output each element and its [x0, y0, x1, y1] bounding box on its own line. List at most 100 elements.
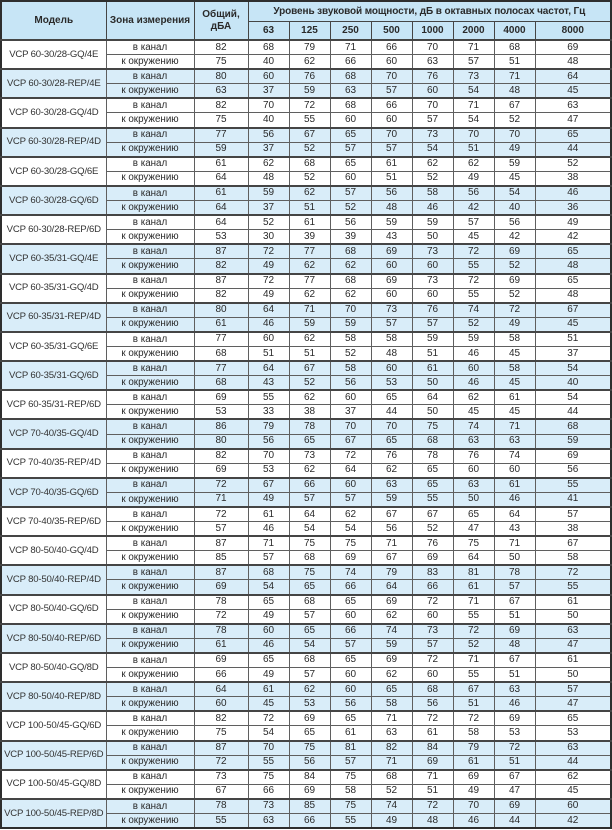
total-dba-cell: 86: [193, 418, 249, 435]
band-level-cell: 48: [534, 54, 612, 70]
model-name: VCP 70-40/35-REP/4D: [0, 447, 107, 479]
table-row: к окружению 64 48 52 60 51 52 49 45 38: [1, 170, 612, 187]
zone-cell: в канал: [105, 797, 195, 814]
band-level-cell: 57: [534, 506, 612, 523]
band-level-cell: 56: [534, 462, 612, 479]
zone-cell: к окружению: [105, 521, 195, 537]
total-dba-cell: 87: [193, 243, 249, 260]
band-level-cell: 58: [534, 550, 612, 566]
band-level-cell: 67: [534, 301, 612, 318]
band-level-cell: 75: [247, 768, 290, 785]
model-name: VCP 70-40/35-GQ/6D: [0, 476, 107, 508]
zone-cell: в канал: [105, 622, 195, 639]
band-level-cell: 62: [288, 258, 331, 274]
total-dba-cell: 87: [193, 535, 249, 552]
band-level-cell: 65: [370, 681, 413, 698]
zone-cell: в канал: [105, 739, 195, 756]
table-row: VCP 60-35/31-GQ/6D в канал 77 64 67 58 60 61 60 5…: [0, 360, 612, 391]
zone-cell: в канал: [105, 243, 195, 260]
band-level-cell: 62: [288, 287, 331, 304]
band-level-cell: 68: [534, 418, 612, 435]
table-row: VCP 100-50/45-REP/8D в канал 78 73 85 75 74 72 7…: [0, 797, 612, 829]
band-level-cell: 69: [534, 39, 612, 56]
band-level-cell: 64: [493, 506, 536, 523]
band-level-cell: 55: [247, 754, 290, 771]
band-level-cell: 52: [329, 345, 372, 362]
band-level-cell: 46: [452, 375, 495, 391]
band-level-cell: 55: [452, 608, 495, 625]
band-level-cell: 56: [247, 433, 290, 450]
band-level-cell: 46: [247, 521, 290, 537]
band-level-cell: 75: [288, 535, 331, 552]
table-row: к окружению 68 51 51 52 48 51 46 45 37: [1, 345, 612, 362]
zone-cell: в канал: [105, 126, 195, 143]
band-level-cell: 47: [534, 637, 612, 654]
band-level-cell: 37: [247, 141, 290, 158]
band-level-cell: 67: [247, 476, 290, 493]
band-level-cell: 62: [452, 155, 495, 172]
band-level-cell: 46: [493, 696, 536, 712]
band-level-cell: 60: [370, 360, 413, 377]
zone-cell: в канал: [105, 301, 195, 318]
band-level-cell: 64: [452, 550, 495, 566]
table-row: VCP 60-35/31-REP/4D в канал 80 64 71 70 73 76 74…: [0, 301, 612, 333]
total-dba-cell: 80: [193, 68, 249, 85]
band-level-cell: 68: [247, 39, 290, 56]
band-level-cell: 75: [452, 535, 495, 552]
band-level-cell: 70: [370, 68, 413, 85]
band-level-cell: 38: [534, 170, 612, 187]
model-name: VCP 60-30/28-REP/6D: [0, 214, 107, 245]
band-level-cell: 69: [493, 797, 536, 814]
model-name: VCP 60-35/31-GQ/4D: [0, 272, 107, 304]
band-level-cell: 72: [411, 651, 454, 669]
total-dba-cell: 82: [193, 39, 249, 56]
band-level-cell: 60: [329, 112, 372, 129]
band-level-cell: 66: [370, 39, 413, 56]
model-name: VCP 60-30/28-GQ/4D: [0, 97, 107, 129]
band-level-cell: 69: [288, 783, 331, 800]
band-level-cell: 62: [288, 184, 331, 202]
band-level-cell: 75: [329, 535, 372, 552]
table-row: VCP 70-40/35-REP/6D в канал 72 61 64 62 67 67 65…: [0, 505, 612, 537]
band-level-cell: 67: [329, 433, 372, 450]
band-level-cell: 68: [288, 593, 331, 610]
band-level-cell: 60: [370, 54, 413, 70]
zone-cell: в канал: [105, 272, 195, 289]
band-level-cell: 45: [493, 345, 536, 362]
band-level-cell: 83: [411, 564, 454, 581]
band-level-cell: 46: [452, 812, 495, 829]
band-level-cell: 85: [288, 797, 331, 814]
band-level-cell: 60: [329, 667, 372, 683]
zone-cell: к окружению: [105, 433, 195, 450]
total-dba-cell: 69: [193, 462, 249, 479]
zone-cell: в канал: [105, 476, 195, 493]
band-level-cell: 61: [288, 214, 331, 231]
band-level-cell: 60: [370, 258, 413, 274]
column-header-band-group: Уровень звуковой мощности, дБ в октавных…: [247, 0, 612, 22]
band-level-cell: 52: [493, 287, 536, 304]
band-level-cell: 60: [329, 681, 372, 698]
total-dba-cell: 53: [193, 404, 249, 420]
band-level-cell: 49: [452, 170, 495, 187]
band-level-cell: 82: [370, 739, 413, 756]
band-level-cell: 54: [493, 184, 536, 202]
table-row: к окружению 69 53 62 64 62 65 60 60 56: [1, 462, 612, 479]
band-level-cell: 53: [534, 725, 612, 741]
table-row: VCP 80-50/40-REP/4D в канал 87 68 75 74 79 83 81…: [0, 564, 612, 596]
band-level-cell: 69: [493, 710, 536, 727]
zone-cell: к окружению: [105, 375, 195, 391]
band-level-cell: 55: [247, 389, 290, 406]
band-level-cell: 65: [288, 725, 331, 741]
band-level-cell: 72: [452, 622, 495, 639]
band-level-cell: 52: [493, 258, 536, 274]
band-level-cell: 49: [534, 214, 612, 231]
total-dba-cell: 80: [193, 301, 249, 318]
band-level-cell: 72: [493, 301, 536, 318]
band-level-cell: 72: [411, 797, 454, 814]
band-level-cell: 72: [288, 97, 331, 114]
band-level-cell: 50: [411, 375, 454, 391]
table-row: VCP 60-30/28-GQ/4E в канал 82 68 79 71 66 70 71 6…: [0, 38, 612, 70]
band-level-cell: 67: [493, 97, 536, 114]
band-level-cell: 74: [329, 564, 372, 581]
model-name: VCP 80-50/40-GQ/4D: [0, 535, 107, 566]
